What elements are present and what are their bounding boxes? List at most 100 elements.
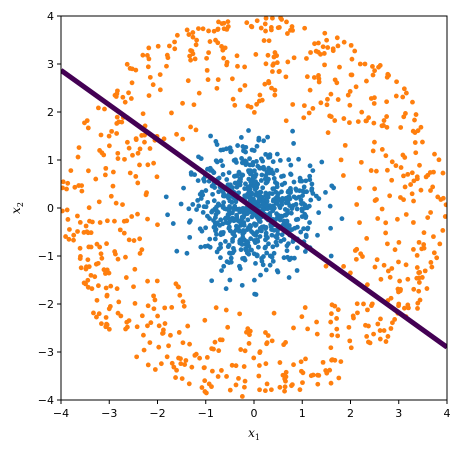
inner-class-point — [288, 210, 294, 216]
outer-class-point — [302, 305, 308, 310]
outer-class-point — [212, 339, 218, 345]
inner-class-point — [279, 182, 285, 188]
inner-class-point — [228, 217, 234, 223]
inner-class-point — [207, 244, 213, 250]
outer-class-point — [349, 72, 355, 78]
outer-class-point — [166, 343, 171, 349]
outer-class-point — [314, 319, 319, 325]
outer-class-point — [396, 301, 402, 307]
inner-class-point — [307, 177, 313, 183]
outer-class-point — [414, 253, 420, 258]
outer-class-point — [383, 339, 389, 344]
outer-class-point — [114, 114, 120, 120]
outer-class-point — [229, 76, 235, 82]
outer-class-point — [378, 316, 383, 322]
outer-class-point — [334, 316, 339, 321]
outer-class-point — [93, 176, 99, 182]
x-tick-label: −2 — [149, 407, 165, 420]
inner-class-point — [237, 238, 243, 244]
outer-class-point — [186, 381, 192, 387]
outer-class-point — [229, 362, 235, 368]
outer-class-point — [278, 16, 283, 21]
outer-class-point — [206, 50, 212, 56]
outer-class-point — [310, 105, 316, 111]
outer-class-point — [363, 322, 368, 328]
x-tick-label: 4 — [444, 407, 451, 420]
inner-class-point — [309, 181, 315, 187]
inner-class-point — [301, 189, 307, 195]
inner-class-point — [252, 174, 258, 180]
outer-class-point — [261, 38, 267, 43]
outer-class-point — [124, 139, 130, 145]
outer-class-point — [142, 139, 147, 145]
inner-class-point — [181, 185, 186, 191]
outer-class-point — [291, 55, 297, 61]
outer-class-point — [328, 91, 334, 97]
outer-class-point — [351, 315, 356, 321]
inner-class-point — [224, 177, 230, 182]
outer-class-point — [411, 220, 416, 225]
outer-class-point — [247, 328, 253, 334]
outer-class-point — [196, 90, 202, 96]
outer-class-point — [338, 359, 344, 364]
inner-class-point — [230, 238, 235, 244]
outer-class-point — [325, 96, 330, 102]
outer-class-point — [372, 186, 378, 192]
y-tick-label: 2 — [47, 106, 54, 119]
outer-class-point — [283, 118, 289, 124]
outer-class-point — [152, 367, 158, 372]
data-points — [61, 16, 447, 399]
outer-class-point — [103, 271, 108, 276]
outer-class-point — [347, 338, 353, 344]
outer-class-point — [408, 182, 414, 187]
outer-class-point — [148, 320, 154, 326]
outer-class-point — [262, 388, 268, 394]
outer-class-point — [97, 148, 102, 153]
inner-class-point — [210, 208, 215, 214]
outer-class-point — [330, 46, 336, 52]
inner-class-point — [264, 250, 270, 256]
inner-class-point — [323, 189, 328, 195]
inner-class-point — [257, 191, 262, 197]
outer-class-point — [169, 304, 175, 310]
inner-class-point — [202, 244, 208, 249]
outer-class-point — [71, 232, 77, 238]
outer-class-point — [135, 150, 141, 156]
inner-class-point — [239, 156, 245, 161]
outer-class-point — [127, 66, 133, 71]
inner-class-point — [231, 207, 237, 213]
inner-class-point — [239, 282, 245, 288]
inner-class-point — [216, 189, 222, 195]
outer-class-point — [239, 394, 245, 399]
outer-class-point — [89, 219, 95, 225]
outer-class-point — [112, 249, 118, 254]
outer-class-point — [322, 62, 327, 68]
outer-class-point — [98, 251, 104, 257]
inner-class-point — [196, 203, 202, 209]
inner-class-point — [281, 255, 287, 261]
inner-class-point — [267, 262, 273, 268]
outer-class-point — [178, 361, 184, 367]
outer-class-point — [272, 92, 278, 98]
y-tick-label: −1 — [38, 250, 54, 263]
inner-class-point — [196, 154, 201, 160]
outer-class-point — [299, 314, 305, 320]
outer-class-point — [371, 101, 377, 106]
outer-class-point — [97, 244, 103, 250]
inner-class-point — [283, 212, 289, 218]
outer-class-point — [152, 297, 158, 303]
inner-class-point — [275, 191, 281, 197]
inner-class-point — [283, 196, 289, 202]
inner-class-point — [259, 172, 265, 178]
outer-class-point — [115, 310, 121, 316]
outer-class-point — [416, 280, 422, 285]
inner-class-point — [228, 259, 234, 265]
outer-class-point — [104, 218, 110, 224]
outer-class-point — [337, 64, 342, 70]
inner-class-point — [316, 210, 322, 216]
outer-class-point — [96, 199, 102, 205]
outer-class-point — [332, 77, 338, 83]
outer-class-point — [280, 372, 286, 378]
outer-class-point — [236, 376, 241, 381]
outer-class-point — [375, 321, 381, 327]
